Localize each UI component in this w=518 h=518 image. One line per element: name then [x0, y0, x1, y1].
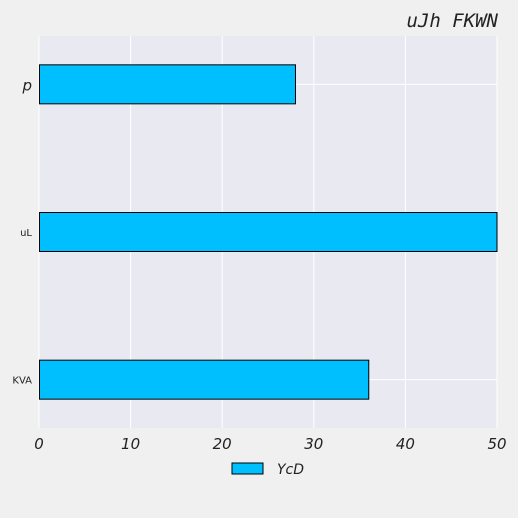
bar-p[interactable]	[39, 64, 296, 105]
legend-label: YcD	[277, 462, 304, 478]
x-tick-label: 0	[34, 435, 44, 453]
x-axis-ticks: 0 10 20 30 40 50	[34, 435, 506, 453]
legend[interactable]: YcD	[231, 462, 304, 478]
x-tick-label: 10	[121, 435, 140, 453]
x-tick-label: 50	[487, 435, 506, 453]
legend-swatch	[231, 462, 264, 475]
chart-title: uJh FKWN	[406, 10, 498, 32]
y-tick-label: p	[21, 76, 32, 94]
x-tick-label: 20	[213, 435, 232, 453]
y-tick-label: uL	[20, 228, 32, 239]
bars	[39, 64, 498, 400]
y-axis-ticks: p uL KVA	[12, 76, 32, 386]
x-tick-label: 30	[304, 435, 323, 453]
bar-KVA[interactable]	[39, 359, 370, 400]
x-tick-label: 40	[396, 435, 415, 453]
bar-uL[interactable]	[39, 212, 498, 252]
y-tick-label: KVA	[12, 376, 32, 387]
